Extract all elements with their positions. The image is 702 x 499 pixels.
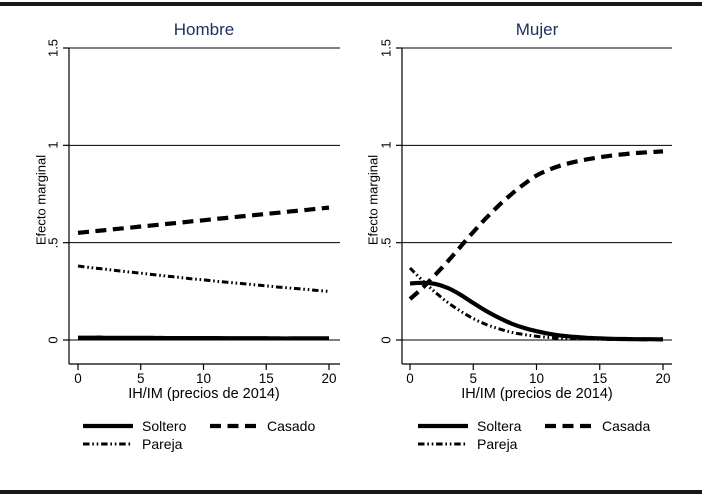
- xtick-20-hombre: 20: [321, 371, 337, 386]
- legend-label-soltera: Soltera: [477, 418, 522, 434]
- xtick-10-mujer: 10: [528, 371, 545, 386]
- xtick-15-hombre: 15: [258, 371, 274, 386]
- ytick-15-mujer: 1.5: [378, 38, 394, 58]
- bottom-rule: [0, 490, 702, 494]
- legend-label-soltero: Soltero: [142, 418, 187, 434]
- top-rule: [0, 2, 702, 6]
- xtick-15-mujer: 15: [592, 371, 608, 386]
- legend-label-pareja-hombre: Pareja: [142, 436, 183, 452]
- ytick-0-hombre: 0: [45, 336, 61, 344]
- y-axis-label-hombre: Efecto marginal: [33, 154, 49, 246]
- xtick-5-hombre: 5: [137, 371, 145, 386]
- xtick-5-mujer: 5: [469, 371, 478, 386]
- ytick-1-hombre: 1: [45, 141, 61, 149]
- xtick-0-mujer: 0: [406, 371, 414, 386]
- legend-label-pareja-mujer: Pareja: [477, 436, 518, 452]
- xtick-10-hombre: 10: [195, 371, 212, 386]
- legend-label-casado: Casado: [267, 418, 316, 434]
- ytick-05-hombre: .5: [45, 237, 61, 249]
- panel-title-mujer: Mujer: [515, 20, 559, 39]
- legend-label-casada: Casada: [602, 418, 651, 434]
- x-axis-label-mujer: IH/IM (precios de 2014): [461, 386, 613, 402]
- xtick-0-hombre: 0: [74, 371, 82, 386]
- ytick-15-hombre: 1.5: [45, 38, 61, 58]
- x-axis-label-hombre: IH/IM (precios de 2014): [128, 386, 280, 402]
- panel-title-hombre: Hombre: [173, 20, 235, 39]
- y-axis-label-mujer: Efecto marginal: [365, 154, 381, 246]
- xtick-20-mujer: 20: [655, 371, 671, 386]
- ytick-1-mujer: 1: [378, 141, 394, 149]
- ytick-05-mujer: .5: [378, 237, 394, 249]
- ytick-0-mujer: 0: [378, 336, 394, 344]
